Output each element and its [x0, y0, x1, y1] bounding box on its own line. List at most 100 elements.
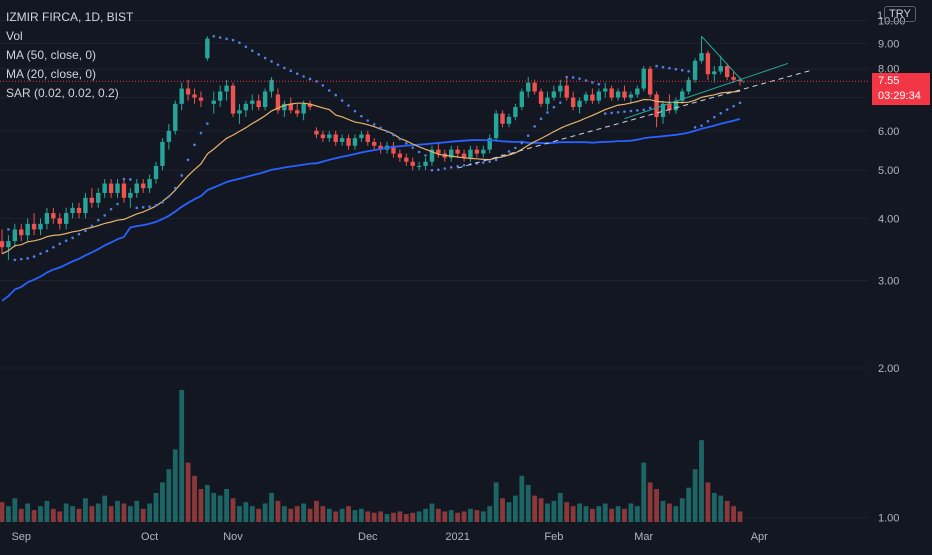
sar-dot: [263, 56, 267, 60]
sar-dot: [417, 150, 421, 154]
volume-bar: [590, 508, 595, 522]
sar-dot: [591, 81, 594, 84]
volume-bar: [378, 511, 384, 522]
volume-bar: [468, 508, 473, 522]
candle-body: [217, 91, 223, 101]
sar-dot: [45, 249, 49, 253]
sar-dot: [135, 206, 139, 210]
sar-dot: [173, 186, 177, 190]
sar-dot: [77, 232, 81, 236]
candle-body: [262, 91, 268, 108]
volume-bar: [339, 508, 345, 522]
sar-dot: [738, 101, 742, 105]
x-tick-label: Apr: [751, 531, 768, 543]
candle-body: [416, 165, 422, 167]
volume-bar: [172, 449, 178, 522]
sar-dot: [39, 252, 42, 256]
volume-bar: [243, 502, 249, 522]
sar-dot: [713, 115, 716, 119]
sar-dot: [212, 34, 216, 38]
candle-body: [320, 134, 326, 139]
legend-sar[interactable]: SAR (0.02, 0.02, 0.2): [6, 86, 119, 100]
volume-bar: [416, 511, 422, 522]
sar-dot: [578, 77, 581, 80]
sar-dot: [443, 167, 447, 170]
sar-dot: [629, 109, 633, 113]
candle-body: [532, 82, 537, 92]
volume-bar: [429, 503, 435, 522]
candle-body: [185, 88, 191, 95]
volume-bar: [166, 469, 172, 522]
sar-dot: [559, 101, 562, 104]
volume-bar: [397, 511, 403, 522]
x-tick-label: 2021: [445, 531, 469, 543]
candle-body: [455, 149, 460, 154]
candle-body: [250, 100, 255, 104]
volume-bar: [352, 510, 358, 522]
volume-bar: [140, 508, 146, 522]
sar-dot: [231, 38, 235, 42]
legend-ma20[interactable]: MA (20, close, 0): [6, 67, 97, 81]
sar-dot: [533, 125, 536, 128]
sar-dot: [148, 205, 151, 208]
candle-body: [38, 223, 43, 230]
x-tick-label: Nov: [223, 531, 243, 543]
candle-body: [0, 241, 5, 248]
volume-bar: [570, 506, 576, 522]
volume-bar: [718, 495, 724, 522]
sar-dot: [116, 202, 119, 206]
sar-dot: [514, 146, 517, 150]
x-tick-label: Oct: [141, 531, 158, 543]
sar-dot: [616, 110, 620, 114]
volume-bar: [705, 482, 711, 522]
candle-body: [609, 88, 614, 98]
legend-ma50[interactable]: MA (50, close, 0): [6, 48, 97, 62]
currency-badge[interactable]: TRY: [884, 6, 916, 22]
sar-dot: [526, 134, 530, 138]
sar-dot: [571, 76, 575, 79]
volume-bar: [89, 506, 95, 522]
volume-bar: [628, 503, 634, 522]
sar-dot: [52, 245, 55, 249]
volume-bar: [256, 508, 262, 522]
candle-body: [243, 103, 249, 111]
volume-bar: [83, 498, 88, 522]
x-tick-label: Feb: [544, 531, 563, 543]
candle-body: [468, 149, 473, 158]
volume-bar: [262, 503, 268, 522]
sar-dot: [340, 99, 344, 102]
legend-symbol[interactable]: IZMIR FIRCA, 1D, BIST: [6, 10, 134, 24]
sar-dot: [295, 72, 299, 75]
volume-bar: [551, 500, 557, 522]
sar-dot: [26, 257, 29, 260]
candle-body: [346, 138, 351, 146]
volume-bar: [31, 510, 37, 522]
legend-volume[interactable]: Vol: [6, 29, 23, 43]
sar-dot: [552, 105, 556, 109]
sar-dot: [507, 150, 511, 153]
sar-dot: [19, 257, 23, 261]
candle-body: [153, 165, 159, 180]
volume-bar: [275, 500, 281, 522]
candle-body: [449, 149, 454, 158]
sar-dot: [648, 106, 652, 110]
sar-dot: [308, 77, 312, 81]
sar-dot: [411, 146, 415, 149]
volume-bar: [602, 503, 608, 522]
y-tick-label: 3.00: [878, 275, 899, 287]
candle-body: [44, 213, 50, 224]
candle-body: [76, 207, 82, 214]
volume-bar: [391, 512, 396, 522]
candle-body: [295, 110, 300, 114]
candle-body: [89, 197, 95, 203]
candle-body: [596, 91, 602, 101]
volume-bar: [461, 511, 467, 522]
sar-dot: [488, 160, 492, 163]
volume-bar: [0, 502, 5, 522]
volume-bar: [423, 508, 428, 522]
sar-dot: [347, 104, 350, 107]
candle-body: [673, 100, 679, 111]
sar-dot: [636, 109, 639, 112]
